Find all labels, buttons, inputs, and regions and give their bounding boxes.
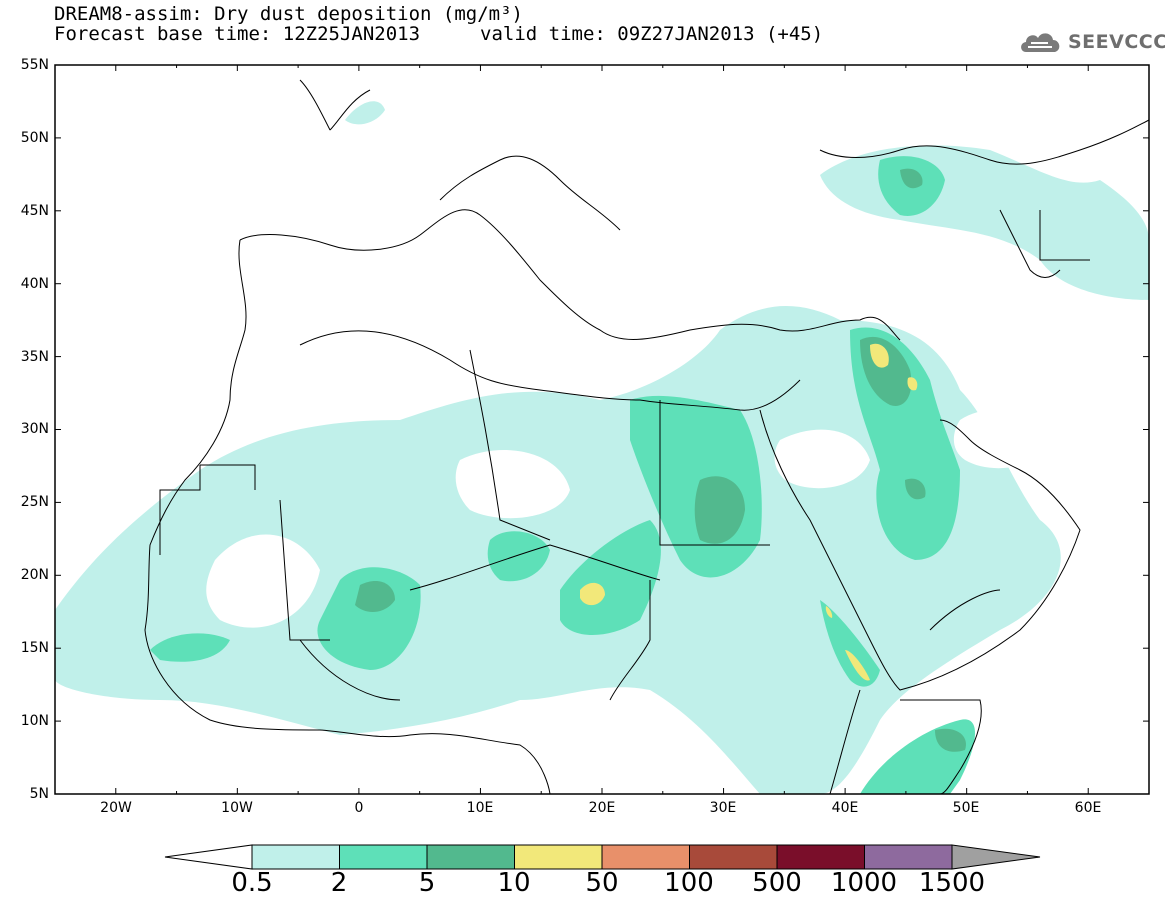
lat-label: 40N [20, 276, 49, 292]
lon-label: 0 [354, 800, 364, 816]
lon-label: 60E [1074, 800, 1102, 816]
colorbar-label: 100 [664, 868, 714, 898]
dust-max-iraq [870, 343, 889, 368]
logo-text: SEEVCCC [1068, 31, 1165, 53]
seevccc-logo: SEEVCCC [1018, 28, 1165, 56]
dust-region-chad [560, 520, 661, 635]
lon-label: 10E [466, 800, 494, 816]
colorbar-box [339, 844, 428, 870]
dust-region-north-niger [487, 531, 550, 582]
valid-time: valid time: 09Z27JAN2013 (+45) [480, 23, 824, 45]
lon-label: 20W [100, 800, 132, 816]
lat-label: 5N [29, 786, 49, 802]
colorbar-high-arrow [951, 844, 1041, 870]
colorbar-label: 2 [330, 868, 348, 898]
dust-region-niger [317, 567, 421, 670]
lat-label: 45N [20, 203, 49, 219]
colorbar-box [601, 844, 690, 870]
colorbar-box [251, 844, 340, 870]
lon-label: 30E [709, 800, 737, 816]
colorbar-box [776, 844, 865, 870]
lat-label: 25N [20, 494, 49, 510]
colorbar [164, 844, 1041, 870]
lon-label: 10W [221, 800, 253, 816]
dust-region-senegal [150, 633, 230, 662]
colorbar-box [864, 844, 953, 870]
colorbar-box [689, 844, 778, 870]
dust-max-red-sea [845, 650, 870, 681]
map-title: DREAM8-assim: Dry dust deposition (mg/m³… [54, 3, 523, 25]
forecast-base-time: Forecast base time: 12Z25JAN2013 [54, 23, 421, 45]
lat-label: 20N [20, 567, 49, 583]
lat-label: 10N [20, 713, 49, 729]
colorbar-label: 1500 [918, 868, 986, 898]
cloud-icon [1021, 33, 1060, 52]
dust-region-red-sea [820, 600, 880, 687]
colorbar-label: 500 [752, 868, 802, 898]
dust-region-uk [345, 101, 385, 125]
axis-ticks [55, 64, 1149, 795]
colorbar-label: 50 [585, 868, 619, 898]
coastlines [144, 79, 1149, 794]
colorbar-label: 10 [497, 868, 531, 898]
colorbar-label: 1000 [830, 868, 898, 898]
colorbar-label: 5 [418, 868, 436, 898]
lat-label: 35N [20, 349, 49, 365]
lat-label: 55N [20, 57, 49, 73]
lat-label: 15N [20, 640, 49, 656]
dust-field [55, 101, 1149, 794]
colorbar-box [426, 844, 515, 870]
colorbar-low-arrow [164, 844, 253, 870]
lon-label: 40E [831, 800, 859, 816]
dust-max-chad [580, 582, 605, 606]
colorbar-box [514, 844, 603, 870]
lon-label: 20E [588, 800, 616, 816]
colorbar-label: 0.5 [231, 868, 273, 898]
dust-region-sahara [55, 306, 1061, 794]
lat-label: 50N [20, 130, 49, 146]
lon-label: 50E [952, 800, 980, 816]
lat-label: 30N [20, 421, 49, 437]
